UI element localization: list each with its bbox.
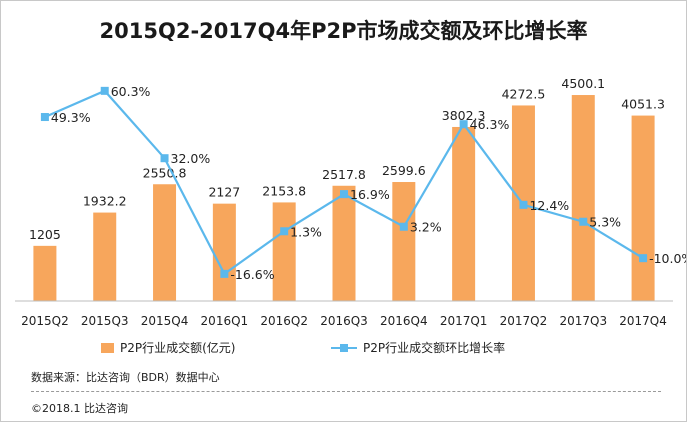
- bar-label-2017Q2: 4272.5: [502, 86, 546, 101]
- x-tick-label-2016Q4: 2016Q4: [380, 314, 428, 328]
- bar-2015Q3: [93, 212, 117, 301]
- bar-2017Q3: [571, 95, 595, 302]
- bar-label-2015Q2: 1205: [29, 227, 61, 242]
- bar-2016Q3: [332, 185, 356, 301]
- growth-point-2015Q3: [100, 86, 109, 95]
- growth-label-2016Q2: 1.3%: [290, 224, 322, 239]
- bar-label-2016Q3: 2517.8: [322, 167, 366, 182]
- growth-point-2016Q3: [340, 190, 348, 199]
- chart-title: 2015Q2-2017Q4年P2P市场成交额及环比增长率: [99, 19, 588, 43]
- legend-line-label: P2P行业成交额环比增长率: [363, 340, 505, 355]
- bar-label-2017Q4: 4051.3: [621, 97, 665, 112]
- growth-point-2016Q4: [399, 222, 408, 231]
- legend-line-marker: [340, 344, 348, 352]
- growth-label-2017Q4: -10.0%: [649, 251, 686, 266]
- growth-point-2017Q2: [519, 200, 528, 209]
- x-tick-label-2017Q2: 2017Q2: [500, 314, 548, 328]
- growth-label-2015Q4: 32.0%: [171, 151, 211, 166]
- bar-label-2016Q2: 2153.8: [262, 183, 306, 198]
- bar-label-2016Q1: 2127: [208, 185, 240, 200]
- footer-divider: [31, 391, 661, 392]
- bar-2017Q4: [631, 115, 655, 301]
- x-tick-label-2015Q4: 2015Q4: [141, 314, 189, 328]
- growth-label-2016Q1: -16.6%: [230, 267, 274, 282]
- bar-2016Q4: [392, 182, 416, 301]
- growth-point-2015Q2: [40, 113, 49, 122]
- growth-label-2017Q1: 46.3%: [470, 117, 510, 132]
- x-tick-label-2015Q3: 2015Q3: [81, 314, 129, 328]
- source-note: 数据来源：比达咨询（BDR）数据中心: [31, 371, 220, 384]
- x-tick-label-2015Q2: 2015Q2: [21, 314, 69, 328]
- growth-point-2016Q1: [220, 269, 229, 278]
- growth-label-2015Q3: 60.3%: [111, 84, 151, 99]
- growth-label-2017Q3: 5.3%: [589, 215, 621, 230]
- bar-2016Q2: [272, 202, 296, 301]
- bar-2016Q1: [212, 203, 236, 301]
- growth-label-2016Q3: 16.9%: [350, 187, 390, 202]
- bar-2017Q1: [452, 126, 476, 302]
- bar-label-2015Q3: 1932.2: [83, 194, 127, 209]
- bar-2015Q2: [33, 245, 57, 301]
- copyright-note: ©2018.1 比达咨询: [31, 402, 128, 415]
- legend-bar-swatch: [101, 343, 114, 353]
- growth-point-2017Q3: [579, 217, 588, 226]
- x-tick-label-2017Q3: 2017Q3: [559, 314, 607, 328]
- bar-label-2017Q3: 4500.1: [561, 76, 605, 91]
- legend-bar-label: P2P行业成交额(亿元): [120, 340, 235, 355]
- growth-point-2017Q4: [639, 254, 648, 263]
- growth-label-2016Q4: 3.2%: [410, 220, 442, 235]
- x-tick-label-2016Q3: 2016Q3: [320, 314, 368, 328]
- growth-point-2015Q4: [160, 154, 169, 163]
- bar-label-2015Q4: 2550.8: [143, 165, 187, 180]
- x-tick-label-2017Q1: 2017Q1: [440, 314, 488, 328]
- growth-point-2016Q2: [280, 227, 289, 236]
- x-tick-label-2017Q4: 2017Q4: [619, 314, 667, 328]
- growth-point-2017Q1: [459, 120, 468, 129]
- growth-label-2017Q2: 12.4%: [529, 198, 569, 213]
- x-tick-label-2016Q1: 2016Q1: [201, 314, 249, 328]
- x-tick-label-2016Q2: 2016Q2: [260, 314, 308, 328]
- growth-label-2015Q2: 49.3%: [51, 110, 91, 125]
- chart-canvas: 1205 1932.2 2550.8 2127 2153.8 2517.8 2599.6 38…: [15, 76, 686, 355]
- bar-label-2016Q4: 2599.6: [382, 163, 426, 178]
- bar-2015Q4: [153, 184, 177, 301]
- bar-label-2017Q1: 3802.3: [442, 108, 486, 123]
